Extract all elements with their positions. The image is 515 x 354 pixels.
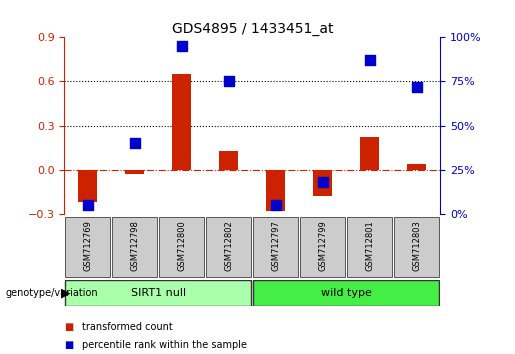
FancyBboxPatch shape [112, 217, 158, 277]
Bar [266, 170, 285, 211]
Bar [314, 170, 332, 196]
Text: SIRT1 null: SIRT1 null [131, 288, 186, 298]
Bar [173, 74, 191, 170]
Point [272, 202, 280, 208]
FancyBboxPatch shape [65, 217, 110, 277]
FancyBboxPatch shape [65, 280, 251, 306]
Point [413, 84, 421, 90]
Text: GSM712801: GSM712801 [365, 220, 374, 271]
Text: GSM712802: GSM712802 [225, 220, 233, 271]
Text: GSM712798: GSM712798 [130, 220, 140, 271]
Text: transformed count: transformed count [82, 322, 173, 332]
Text: GSM712799: GSM712799 [318, 220, 328, 271]
Point [225, 79, 233, 84]
FancyBboxPatch shape [253, 217, 298, 277]
Text: genotype/variation: genotype/variation [5, 288, 98, 298]
Text: ■: ■ [64, 340, 74, 350]
Bar [407, 164, 426, 170]
Point [319, 179, 327, 185]
FancyBboxPatch shape [347, 217, 392, 277]
Bar [219, 151, 238, 170]
Point [366, 57, 374, 63]
FancyBboxPatch shape [207, 217, 251, 277]
Point [131, 141, 139, 146]
Title: GDS4895 / 1433451_at: GDS4895 / 1433451_at [171, 22, 333, 36]
Text: ▶: ▶ [61, 286, 71, 299]
Point [178, 43, 186, 49]
FancyBboxPatch shape [300, 217, 346, 277]
Text: wild type: wild type [321, 288, 372, 298]
FancyBboxPatch shape [253, 280, 439, 306]
Text: GSM712800: GSM712800 [177, 220, 186, 271]
Point [84, 202, 92, 208]
Text: GSM712769: GSM712769 [83, 220, 92, 271]
FancyBboxPatch shape [394, 217, 439, 277]
Text: GSM712803: GSM712803 [413, 220, 421, 271]
Bar [360, 137, 379, 170]
Text: ■: ■ [64, 322, 74, 332]
Text: percentile rank within the sample: percentile rank within the sample [82, 340, 247, 350]
Bar [78, 170, 97, 202]
Text: GSM712797: GSM712797 [271, 220, 280, 271]
FancyBboxPatch shape [159, 217, 204, 277]
Bar [126, 170, 144, 175]
